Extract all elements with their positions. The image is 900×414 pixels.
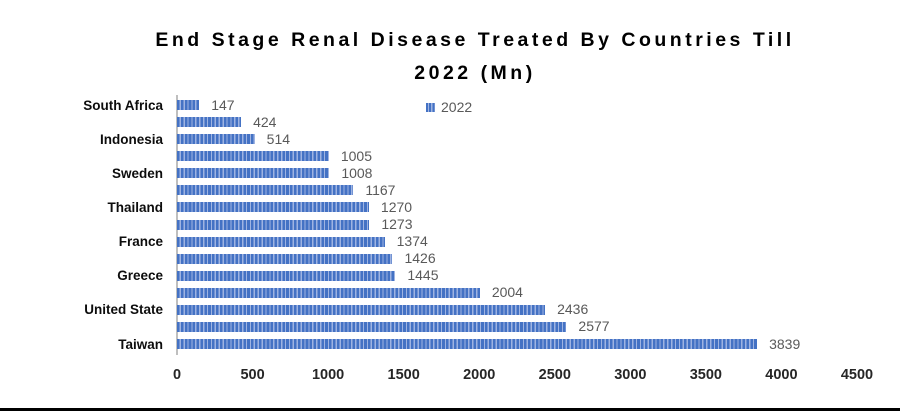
value-label: 2436 bbox=[557, 301, 589, 318]
x-axis-tick-label: 2000 bbox=[463, 367, 496, 383]
bar[interactable] bbox=[177, 287, 480, 298]
bottom-border-line bbox=[0, 408, 900, 411]
bar[interactable] bbox=[177, 339, 758, 349]
value-label: 1374 bbox=[396, 233, 428, 250]
value-label: 1005 bbox=[340, 147, 373, 164]
value-label: 1008 bbox=[341, 164, 373, 181]
x-axis-tick-label: 4500 bbox=[840, 367, 874, 383]
category-label: Indonesia bbox=[99, 131, 163, 147]
x-axis-tick-label: 1000 bbox=[311, 367, 345, 383]
value-label: 147 bbox=[211, 96, 235, 113]
bar[interactable] bbox=[177, 253, 393, 264]
value-label: 2004 bbox=[491, 284, 523, 301]
legend-label: 2022 bbox=[441, 99, 473, 115]
chart-title-line1: End Stage Renal Disease Treated By Count… bbox=[155, 29, 795, 51]
category-label: Greece bbox=[117, 268, 163, 284]
category-label: South Africa bbox=[83, 97, 163, 113]
bar[interactable] bbox=[177, 321, 567, 332]
category-label: France bbox=[118, 234, 163, 250]
category-label: Taiwan bbox=[118, 336, 163, 352]
x-axis-tick-label: 2500 bbox=[538, 367, 571, 383]
bar[interactable] bbox=[177, 100, 200, 111]
x-axis-tick-label: 3000 bbox=[614, 367, 647, 383]
x-axis-tick-label: 4000 bbox=[765, 367, 798, 383]
bar[interactable] bbox=[177, 151, 329, 162]
value-label: 1426 bbox=[404, 250, 436, 267]
category-label: Sweden bbox=[111, 165, 163, 181]
legend[interactable]: 2022 bbox=[426, 100, 472, 114]
chart-title-line2: 2022 (Mn) bbox=[414, 62, 536, 84]
category-label: United State bbox=[84, 302, 163, 318]
value-label: 1273 bbox=[381, 216, 413, 233]
chart-title: End Stage Renal Disease Treated By Count… bbox=[50, 24, 900, 90]
value-label: 424 bbox=[253, 113, 277, 130]
x-axis-tick-label: 1500 bbox=[387, 367, 420, 383]
value-label: 514 bbox=[266, 130, 291, 147]
bar[interactable] bbox=[177, 236, 385, 247]
category-label: Thailand bbox=[107, 199, 163, 215]
bar[interactable] bbox=[177, 185, 354, 196]
value-label: 3839 bbox=[769, 335, 801, 352]
value-label: 1167 bbox=[365, 181, 396, 198]
legend-series-marker-icon bbox=[426, 102, 435, 112]
bar[interactable] bbox=[177, 168, 330, 179]
x-axis-tick-label: 500 bbox=[240, 367, 265, 383]
bar[interactable] bbox=[177, 304, 546, 315]
bar[interactable] bbox=[177, 134, 255, 145]
bar[interactable] bbox=[177, 202, 369, 213]
x-axis-tick-label: 0 bbox=[172, 367, 182, 383]
value-label: 2577 bbox=[578, 318, 610, 335]
value-label: 1445 bbox=[407, 267, 439, 284]
bar[interactable] bbox=[177, 219, 370, 230]
x-axis-tick-label: 3500 bbox=[689, 367, 722, 383]
bar[interactable] bbox=[177, 117, 242, 128]
bar[interactable] bbox=[177, 270, 396, 281]
value-label: 1270 bbox=[380, 198, 413, 215]
